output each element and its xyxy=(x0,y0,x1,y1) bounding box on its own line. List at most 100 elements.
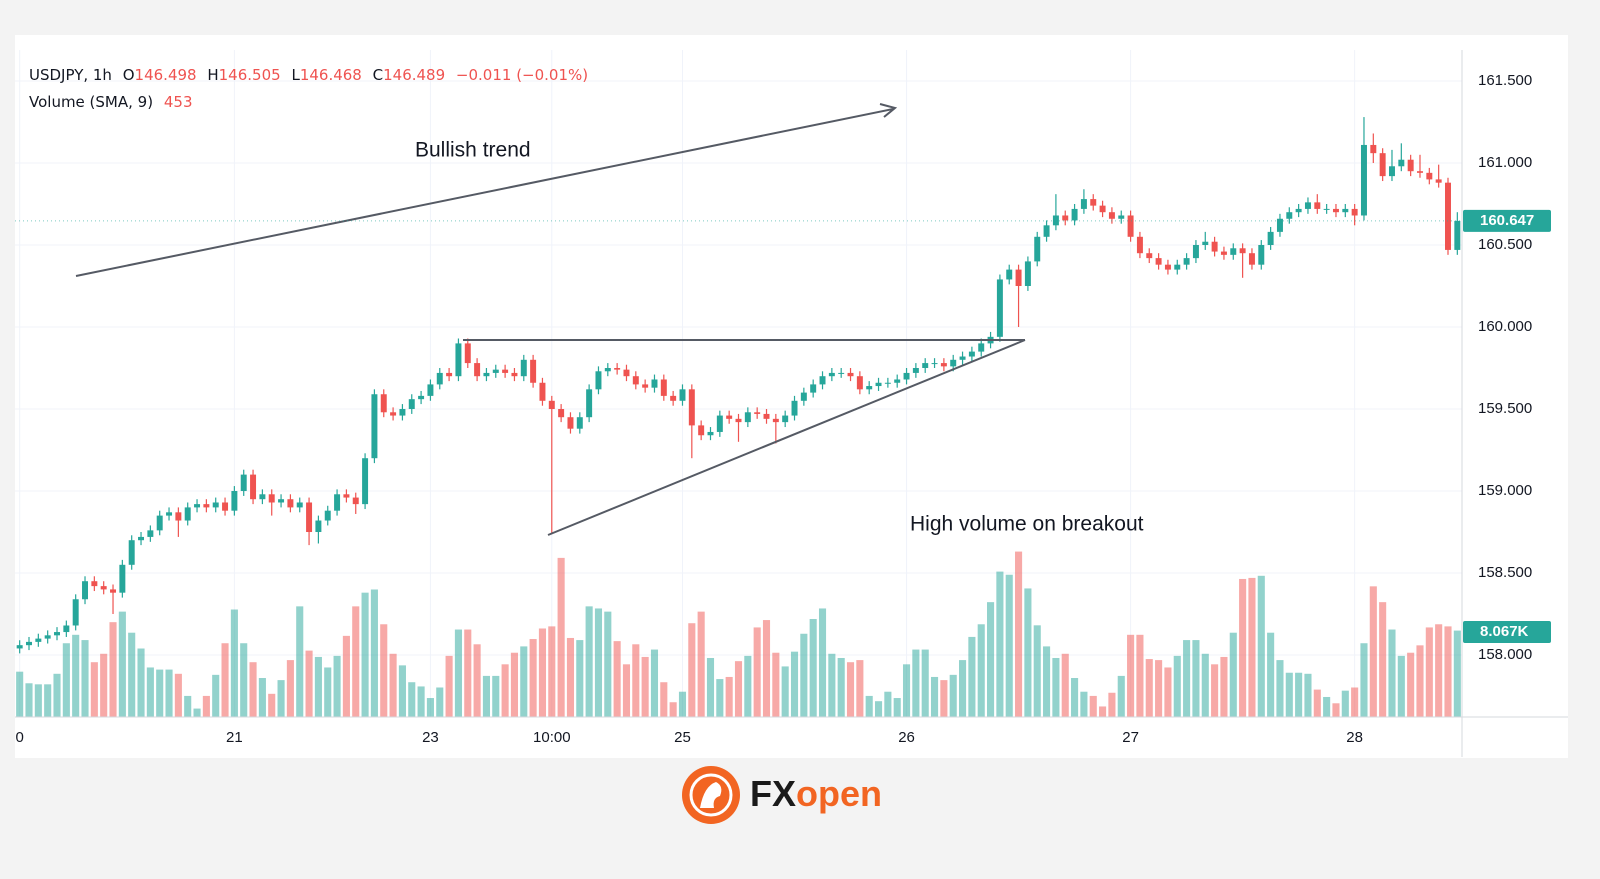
candle-body xyxy=(16,645,23,649)
volume-bar xyxy=(790,651,799,717)
candle-body xyxy=(1258,244,1265,265)
candle-body xyxy=(1342,208,1349,213)
ohlc-key: H xyxy=(207,66,218,84)
volume-bar xyxy=(529,639,537,717)
candle-body xyxy=(623,369,630,377)
volume-bar xyxy=(1127,634,1135,717)
candle-body xyxy=(660,379,667,396)
candle-body xyxy=(772,418,779,423)
candle-body xyxy=(380,394,387,413)
volume-bar xyxy=(734,661,743,717)
x-tick-label: 27 xyxy=(1122,729,1139,746)
candle-body xyxy=(240,474,247,492)
volume-bar xyxy=(1052,657,1060,717)
volume-bar xyxy=(1136,634,1144,717)
candle-body xyxy=(511,372,518,377)
volume-bar xyxy=(1407,652,1415,717)
volume-bar xyxy=(1220,656,1228,717)
candle-body xyxy=(1043,225,1050,237)
candle-body xyxy=(1276,218,1283,232)
candle-body xyxy=(567,417,574,429)
candle-body xyxy=(1267,231,1274,245)
candle-body xyxy=(950,359,957,367)
volume-bar xyxy=(1164,667,1172,717)
volume-bar xyxy=(44,684,52,717)
candle-body xyxy=(110,589,117,593)
candle-body xyxy=(996,279,1003,337)
volume-bar xyxy=(240,643,248,717)
trend-arrow xyxy=(75,108,894,277)
volume-bar xyxy=(884,691,892,717)
volume-bar xyxy=(837,657,845,717)
volume-bar xyxy=(1257,575,1265,717)
volume-bar xyxy=(604,611,612,717)
candle-body xyxy=(1398,159,1405,167)
candle-body xyxy=(922,363,929,369)
candle-body xyxy=(1146,253,1153,259)
candle-body xyxy=(1164,264,1171,270)
logo-mark-ring xyxy=(689,773,733,817)
candle-body xyxy=(586,389,593,418)
volume-bar xyxy=(492,675,500,717)
volume-bar xyxy=(221,643,229,717)
volume-bar xyxy=(296,606,304,717)
candle-body xyxy=(334,494,341,511)
candle-body xyxy=(63,625,70,633)
candle-body xyxy=(1108,212,1115,219)
candle-body xyxy=(1304,202,1311,209)
triangle-bottom xyxy=(547,339,1026,536)
volume-bar xyxy=(585,606,593,717)
volume-bar xyxy=(128,632,136,717)
candle-body xyxy=(614,368,621,370)
candle-body xyxy=(1379,153,1386,177)
volume-bar xyxy=(81,640,89,717)
volume-bar xyxy=(118,611,126,717)
last-volume-label: 8.067K xyxy=(1480,623,1529,640)
volume-bar xyxy=(1015,551,1023,717)
candle-body xyxy=(1351,208,1358,216)
volume-bar xyxy=(1425,627,1433,717)
candle-body xyxy=(931,363,938,365)
volume-bar xyxy=(324,667,332,717)
ohlc-key: O xyxy=(123,66,135,84)
candle-body xyxy=(1034,236,1041,262)
volume-bar xyxy=(1369,586,1377,717)
indicator-header: Volume (SMA, 9) 453 xyxy=(29,93,193,111)
volume-bar xyxy=(1145,659,1153,717)
volume-bar xyxy=(464,629,472,717)
candle-body xyxy=(492,369,499,373)
candle-body xyxy=(1295,208,1302,213)
volume-bar xyxy=(286,660,294,717)
candle-body xyxy=(371,394,378,459)
volume-bar xyxy=(305,650,313,717)
volume-bar xyxy=(650,649,659,717)
candle-body xyxy=(1426,172,1433,180)
volume-bar xyxy=(1005,574,1013,717)
volume-bar xyxy=(1183,640,1191,717)
candle-body xyxy=(894,379,901,383)
volume-bar xyxy=(828,653,836,717)
annotation: Bullish trend xyxy=(415,139,531,162)
volume-bar xyxy=(445,655,453,717)
candle-body xyxy=(884,382,891,384)
arrow-head xyxy=(879,103,898,118)
volume-bar xyxy=(846,662,855,717)
indicator-value: 453 xyxy=(164,93,193,111)
candle-body xyxy=(259,494,266,500)
volume-bar xyxy=(165,669,173,717)
volume-bar xyxy=(1341,690,1349,717)
volume-bar xyxy=(314,656,322,717)
candle-body xyxy=(231,491,238,511)
candle-body xyxy=(838,372,845,374)
candle-body xyxy=(399,409,406,416)
volume-bar xyxy=(912,649,920,717)
volume-bar xyxy=(1444,626,1452,717)
candle-body xyxy=(474,363,481,377)
volume-bar xyxy=(146,667,154,717)
volume-bar xyxy=(352,606,360,717)
change: −0.011 (−0.01%) xyxy=(456,66,588,84)
candle-body xyxy=(390,412,397,416)
volume-bar xyxy=(697,611,705,717)
volume-bar xyxy=(230,609,238,717)
